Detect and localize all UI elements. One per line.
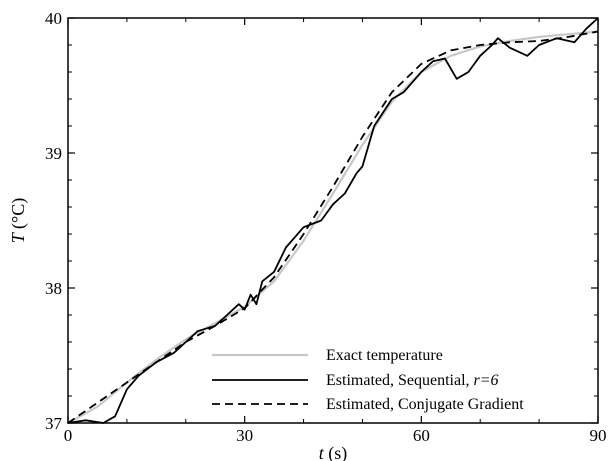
legend-label-1: Exact temperature bbox=[326, 347, 443, 364]
y-axis-unit: (°C) bbox=[8, 198, 29, 229]
x-tick-label: 60 bbox=[413, 426, 430, 445]
plot-frame bbox=[67, 17, 599, 424]
x-axis-unit: (s) bbox=[328, 443, 347, 461]
y-tick-label: 37 bbox=[45, 414, 63, 433]
legend-param: r=6 bbox=[474, 372, 499, 389]
y-tick-label: 39 bbox=[45, 144, 62, 163]
legend: Exact temperature Estimated, Sequential, … bbox=[212, 347, 524, 413]
legend-label-3: Estimated, Conjugate Gradient bbox=[326, 396, 524, 413]
series-layer bbox=[67, 17, 599, 424]
y-axis-label: T (°C) bbox=[8, 198, 29, 243]
x-tick-label: 90 bbox=[590, 426, 607, 445]
x-tick-label: 0 bbox=[64, 426, 73, 445]
series-line-2 bbox=[67, 17, 599, 424]
axis-labels: t (s) T (°C) bbox=[8, 198, 347, 461]
legend-label-2: Estimated, Sequential, r=6 bbox=[326, 372, 499, 389]
y-tick-label: 40 bbox=[45, 9, 62, 28]
ticks-layer: 0 30 60 90 37 38 39 40 bbox=[45, 9, 607, 445]
x-axis-label: t (s) bbox=[319, 443, 348, 461]
x-tick-label: 30 bbox=[236, 426, 253, 445]
series-line-3 bbox=[67, 30, 599, 424]
y-tick-label: 38 bbox=[45, 279, 62, 298]
series-line-1 bbox=[67, 30, 599, 424]
